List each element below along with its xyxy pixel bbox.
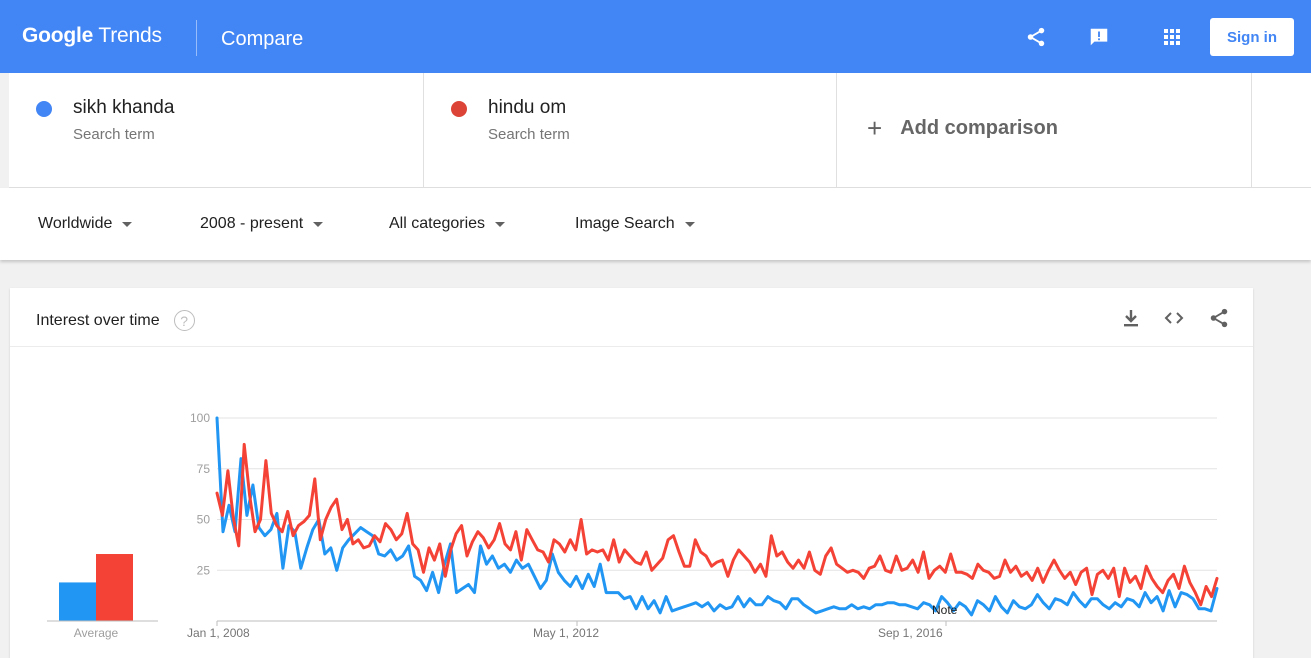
average-label: Average <box>74 626 119 640</box>
y-tick-label: 100 <box>190 411 210 425</box>
logo-google-text: Google <box>22 24 94 47</box>
x-tick-label: May 1, 2012 <box>533 626 599 640</box>
term-name: sikh khanda <box>73 97 175 118</box>
card-divider <box>10 346 1253 347</box>
region-value: Worldwide <box>38 215 113 232</box>
series-line-2 <box>215 442 1219 607</box>
sign-in-button[interactable]: Sign in <box>1210 18 1294 56</box>
share-icon <box>1027 27 1045 47</box>
caret-down-icon <box>122 221 133 227</box>
term-type: Search term <box>73 126 155 143</box>
term-card-1[interactable]: sikh khanda Search term <box>9 73 424 188</box>
caret-down-icon <box>313 221 324 227</box>
add-comparison-label: Add comparison <box>900 117 1058 139</box>
term-card-2[interactable]: hindu om Search term <box>424 73 837 188</box>
x-tick-label: Sep 1, 2016 <box>878 626 943 640</box>
category-value: All categories <box>389 215 486 232</box>
download-icon <box>1124 310 1138 327</box>
apps-grid-icon <box>1164 29 1180 45</box>
page-title: Compare <box>221 28 304 50</box>
top-app-bar: Google Trends Compare Sign in <box>0 0 1311 73</box>
term-name: hindu om <box>488 97 567 118</box>
term-type: Search term <box>488 126 570 143</box>
google-trends-logo[interactable]: Google Trends <box>22 24 162 48</box>
feedback-button[interactable] <box>1086 24 1112 50</box>
embed-code-icon <box>1164 312 1184 324</box>
x-tick-label: Jan 1, 2008 <box>187 626 250 640</box>
search-property-dropdown[interactable]: Image Search <box>575 215 695 233</box>
add-comparison-button[interactable]: + Add comparison <box>867 113 1058 144</box>
card-title-text: Interest over time <box>36 311 160 329</box>
average-bar-1 <box>59 582 96 621</box>
interest-over-time-card: Interest over time ? 100 75 50 25 Jan 1, 200… <box>10 288 1253 658</box>
apps-button[interactable] <box>1159 24 1185 50</box>
help-icon[interactable]: ? <box>173 310 195 331</box>
share-icon <box>1210 308 1228 328</box>
search-property-value: Image Search <box>575 215 675 232</box>
note-label: Note <box>932 603 958 617</box>
header-divider <box>196 20 197 56</box>
feedback-icon <box>1090 28 1108 46</box>
region-dropdown[interactable]: Worldwide <box>38 215 133 233</box>
filters-bar: Worldwide 2008 - present All categories … <box>0 188 1311 260</box>
interest-chart: 100 75 50 25 Jan 1, 2008 May 1, 2012 Sep 1, 20… <box>47 411 1219 640</box>
caret-down-icon <box>495 221 506 227</box>
category-dropdown[interactable]: All categories <box>389 215 506 233</box>
y-tick-label: 75 <box>197 462 211 476</box>
add-comparison-card[interactable]: + Add comparison <box>837 73 1252 188</box>
time-range-value: 2008 - present <box>200 215 304 232</box>
share-button[interactable] <box>1023 24 1049 50</box>
caret-down-icon <box>684 221 695 227</box>
term-color-dot <box>36 101 52 117</box>
time-range-dropdown[interactable]: 2008 - present <box>200 215 324 233</box>
term-color-dot <box>451 101 467 117</box>
series-line-1 <box>215 416 1219 617</box>
share-chart-button[interactable] <box>1207 306 1231 330</box>
logo-trends-text: Trends <box>93 24 162 47</box>
average-bar-2 <box>96 554 133 621</box>
download-csv-button[interactable] <box>1119 306 1143 330</box>
embed-button[interactable] <box>1162 306 1186 330</box>
y-tick-label: 25 <box>197 563 211 577</box>
search-terms-row: sikh khanda Search term hindu om Search … <box>9 73 1311 188</box>
plus-icon: + <box>867 113 883 143</box>
y-tick-label: 50 <box>197 513 211 527</box>
card-title: Interest over time ? <box>36 310 195 331</box>
